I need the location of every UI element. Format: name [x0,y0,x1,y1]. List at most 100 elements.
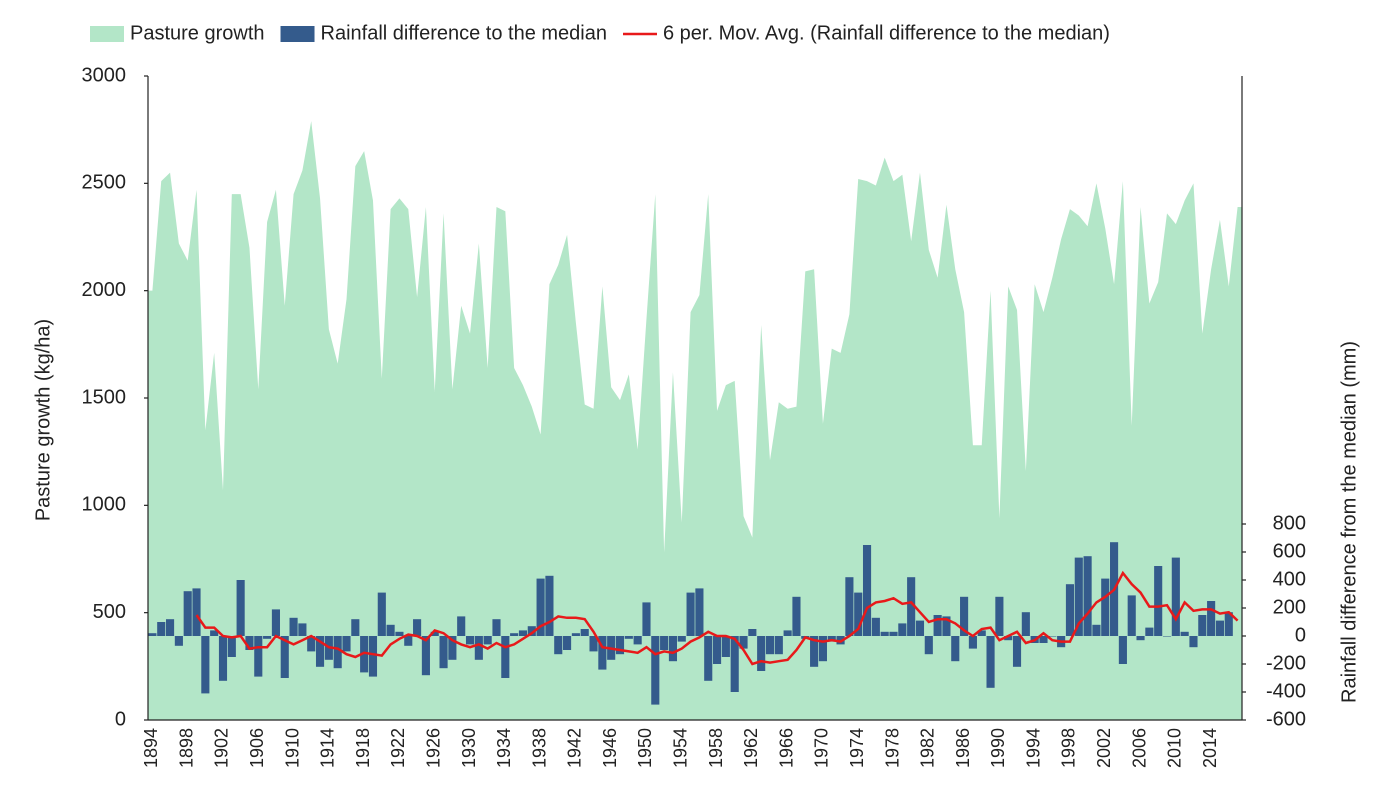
x-tick-label: 1906 [247,728,267,768]
bar [571,633,580,636]
bar [1198,615,1207,636]
x-tick-label: 1930 [459,728,479,768]
x-tick-label: 1982 [918,728,938,768]
bar [642,602,651,636]
bar [1127,595,1136,636]
bar [748,629,757,636]
bar [651,636,660,705]
bar [933,615,942,636]
bar [907,577,916,636]
x-tick-label: 1902 [212,728,232,768]
bar [307,636,316,652]
y2-tick-label: -200 [1266,652,1306,674]
y2-tick-label: 600 [1273,540,1306,562]
x-tick-label: 2006 [1129,728,1149,768]
bar [704,636,713,681]
x-tick-label: 1922 [388,728,408,768]
bar [880,631,889,636]
bar [404,636,413,646]
y-axis-title: Pasture growth (kg/ha) [32,319,54,521]
bar [695,588,704,636]
bar [810,636,819,667]
legend-swatch [90,26,124,42]
bar [554,636,563,655]
bar [1180,631,1189,636]
x-tick-label: 1946 [600,728,620,768]
bar [298,623,307,636]
bar [774,636,783,655]
bar [589,636,598,652]
bar [1039,636,1048,643]
bar [1189,636,1198,648]
x-tick-label: 1894 [141,728,161,768]
x-tick-label: 1966 [776,728,796,768]
bar [730,636,739,692]
legend-label: 6 per. Mov. Avg. (Rainfall difference to… [663,22,1110,44]
bar [1092,624,1101,636]
legend-label: Pasture growth [130,22,265,44]
bar [210,630,219,636]
bar [421,636,430,676]
bar [351,619,360,636]
bar [236,580,245,636]
bar [580,629,589,636]
bar [668,636,678,662]
bar [854,592,863,636]
bar [677,636,686,642]
bar [474,636,483,660]
bar [465,636,475,645]
bar [757,636,766,671]
area [148,121,1242,720]
y2-tick-label: 200 [1273,596,1306,618]
bar [386,624,395,636]
legend-swatch [280,26,315,42]
x-tick-label: 2010 [1165,728,1185,768]
legend-label: Rainfall difference to the median [321,22,607,44]
bar [342,636,351,652]
bar [898,623,907,636]
bar [1207,601,1216,636]
bar [165,619,175,636]
bar [174,636,183,646]
bar [1083,556,1092,636]
x-tick-label: 1986 [953,728,973,768]
y-tick-label: 0 [115,708,126,730]
bar [633,636,642,645]
bar [545,575,554,636]
bar [1162,636,1172,637]
bar [960,596,969,636]
bar [1145,627,1154,636]
bar [968,636,977,649]
x-tick-label: 1950 [635,728,655,768]
bar [483,636,492,645]
line [195,570,1239,666]
x-tick-label: 1998 [1059,728,1079,768]
bar [924,636,933,655]
bar [783,630,792,636]
bar [218,636,228,681]
x-tick-label: 1918 [353,728,373,768]
plot-area [148,121,1242,720]
y-tick-label: 1000 [82,494,127,516]
bar [660,636,669,650]
bar [1154,566,1163,636]
x-tick-label: 1938 [529,728,549,768]
bar [1065,584,1075,636]
bar [1004,636,1013,641]
x-tick-label: 1926 [423,728,443,768]
bar [915,620,925,636]
bar [995,596,1004,636]
x-tick-label: 1898 [176,728,196,768]
bar [157,622,166,636]
bar [862,545,872,636]
bar [377,592,386,636]
bar [148,633,157,636]
bar [739,636,748,649]
x-tick-label: 1954 [671,728,691,768]
bar [254,636,263,677]
x-tick-label: 1958 [706,728,726,768]
y-tick-label: 2500 [82,172,127,194]
y2-tick-label: 0 [1295,624,1306,646]
bar [977,630,986,636]
bar [280,636,289,678]
